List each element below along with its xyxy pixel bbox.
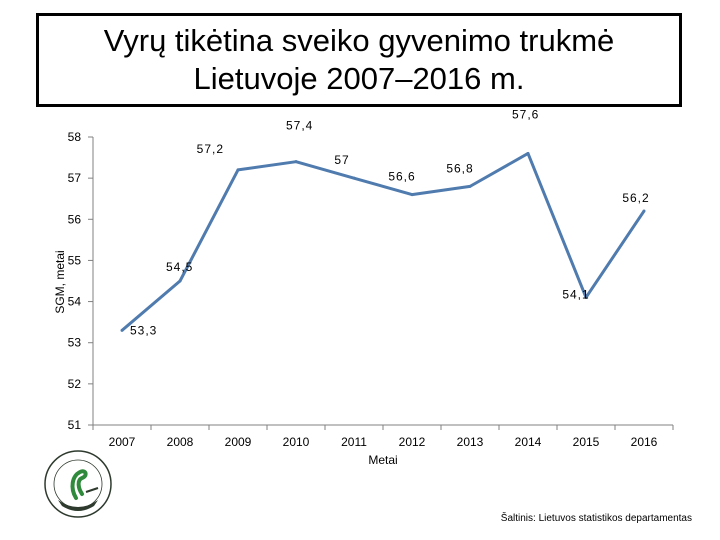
- x-tick-label: 2007: [109, 435, 136, 449]
- y-tick-label: 57: [68, 171, 82, 185]
- y-tick-label: 52: [68, 377, 82, 391]
- x-tick-label: 2014: [515, 435, 542, 449]
- x-tick-label: 2010: [283, 435, 310, 449]
- y-tick-label: 58: [68, 130, 82, 144]
- x-tick-label: 2012: [399, 435, 426, 449]
- data-point: [410, 193, 414, 197]
- data-label: 56,2: [622, 191, 649, 205]
- chart-series: [120, 151, 646, 332]
- chart-data-labels: 53,3 54,5 57,2 57,4 57 56,6 56,8 57,6 54,1 56,2: [130, 107, 649, 337]
- series-line: [121, 151, 646, 332]
- data-label: 54,5: [166, 260, 193, 274]
- data-point: [294, 160, 298, 164]
- y-tick-label: 55: [68, 253, 82, 267]
- x-tick-label: 2008: [167, 435, 194, 449]
- chart-title-line-2: Lietuvoje 2007–2016 m.: [193, 61, 525, 96]
- data-point: [526, 151, 530, 155]
- data-point: [236, 168, 240, 172]
- x-tick-label: 2011: [341, 435, 367, 449]
- data-point: [584, 295, 588, 299]
- x-tick-label: 2015: [573, 435, 600, 449]
- data-label: 54,1: [562, 287, 589, 301]
- data-point: [468, 184, 472, 188]
- data-label: 57,6: [512, 107, 539, 121]
- x-tick-label: 2016: [631, 435, 658, 449]
- data-label: 57,2: [197, 142, 224, 156]
- y-tick-label: 51: [68, 418, 82, 432]
- chart-title-box: Vyrų tikėtina sveiko gyvenimo trukmė Lie…: [36, 13, 682, 107]
- higienos-institutas-logo: [44, 450, 112, 518]
- data-label: 56,8: [446, 161, 473, 175]
- y-tick-label: 56: [68, 212, 82, 226]
- data-label: 53,3: [130, 323, 157, 337]
- data-label: 57: [334, 153, 349, 167]
- x-axis-title: Metai: [368, 453, 397, 467]
- data-point: [178, 279, 182, 283]
- data-point: [352, 176, 356, 180]
- x-tick-label: 2009: [225, 435, 252, 449]
- y-tick-label: 53: [68, 336, 82, 350]
- chart-title-line-1: Vyrų tikėtina sveiko gyvenimo trukmė: [103, 23, 615, 58]
- data-point: [120, 328, 124, 332]
- source-note: Šaltinis: Lietuvos statistikos departame…: [500, 513, 692, 524]
- y-axis-title: SGM, metai: [53, 250, 67, 313]
- chart-axes: 51 52 53 54 55 56 57 58 2007 2008 2009 2010 2011 2012…: [68, 130, 674, 449]
- data-point: [642, 209, 646, 213]
- data-label: 57,4: [286, 119, 313, 133]
- data-label: 56,6: [388, 170, 415, 184]
- y-tick-label: 54: [68, 295, 82, 309]
- x-tick-label: 2013: [457, 435, 484, 449]
